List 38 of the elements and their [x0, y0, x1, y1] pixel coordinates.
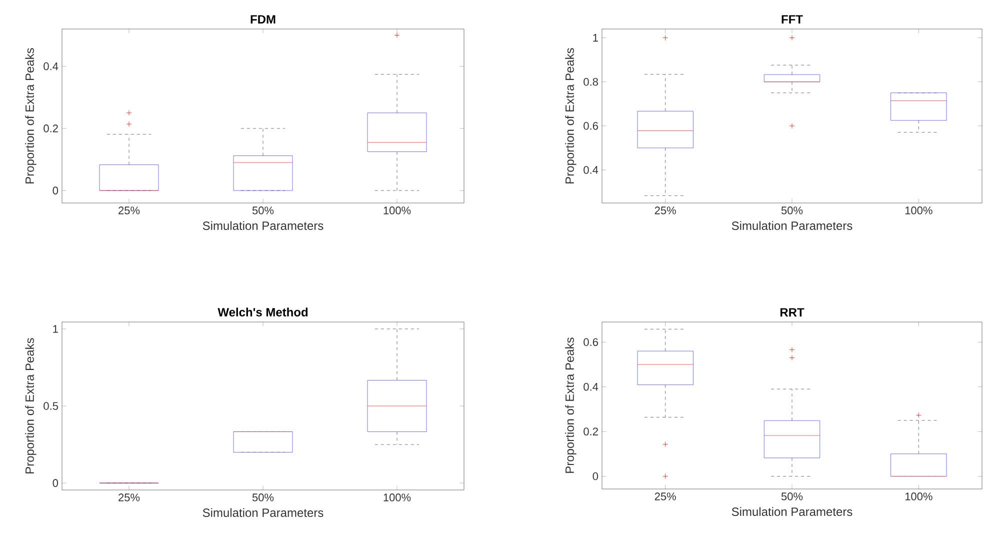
x-tick-label: 100% — [384, 494, 411, 502]
chart-title: FDM — [250, 15, 276, 24]
y-tick-label: 0 — [52, 186, 58, 194]
y-tick-label: 0 — [592, 472, 598, 480]
y-tick-label: 0.6 — [584, 338, 598, 346]
y-tick-label: 0.2 — [44, 124, 58, 132]
y-tick-label: 0.4 — [584, 382, 598, 391]
x-axis-title: Simulation Parameters — [732, 221, 852, 230]
x-tick-label: 100% — [905, 206, 932, 214]
y-tick-label: 1 — [53, 325, 58, 333]
x-axis-title: Simulation Parameters — [732, 507, 852, 516]
x-tick-label: 25% — [118, 206, 140, 214]
x-tick-label: 100% — [384, 206, 411, 214]
chart-title: FFT — [782, 15, 803, 24]
chart-title: RRT — [780, 308, 804, 316]
y-tick-label: 0.4 — [44, 62, 58, 70]
chart-title: Welch's Method — [218, 308, 308, 316]
x-tick-label: 25% — [654, 492, 676, 500]
y-axis-title: Proportion of Extra Peaks — [25, 338, 36, 474]
y-tick-label: 0.4 — [584, 166, 598, 174]
y-tick-label: 0.5 — [44, 402, 58, 410]
y-axis-title: Proportion of Extra Peaks — [565, 338, 576, 473]
y-tick-label: 0.2 — [584, 428, 598, 436]
y-tick-label: 1 — [593, 34, 598, 42]
y-tick-label: 0.8 — [584, 78, 598, 86]
x-tick-label: 100% — [905, 492, 932, 500]
y-tick-label: 0 — [52, 479, 58, 487]
x-axis-title: Simulation Parameters — [202, 221, 324, 230]
y-axis-title: Proportion of Extra Peaks — [25, 48, 36, 184]
x-tick-label: 50% — [252, 206, 274, 214]
x-tick-label: 25% — [654, 206, 676, 214]
x-tick-label: 50% — [781, 206, 803, 214]
x-tick-label: 50% — [781, 492, 803, 500]
x-tick-label: 50% — [252, 494, 274, 502]
y-axis-title: Proportion of Extra Peaks — [565, 48, 576, 184]
x-tick-label: 25% — [118, 494, 140, 502]
y-tick-label: 0.6 — [584, 122, 598, 130]
x-axis-title: Simulation Parameters — [202, 508, 324, 517]
